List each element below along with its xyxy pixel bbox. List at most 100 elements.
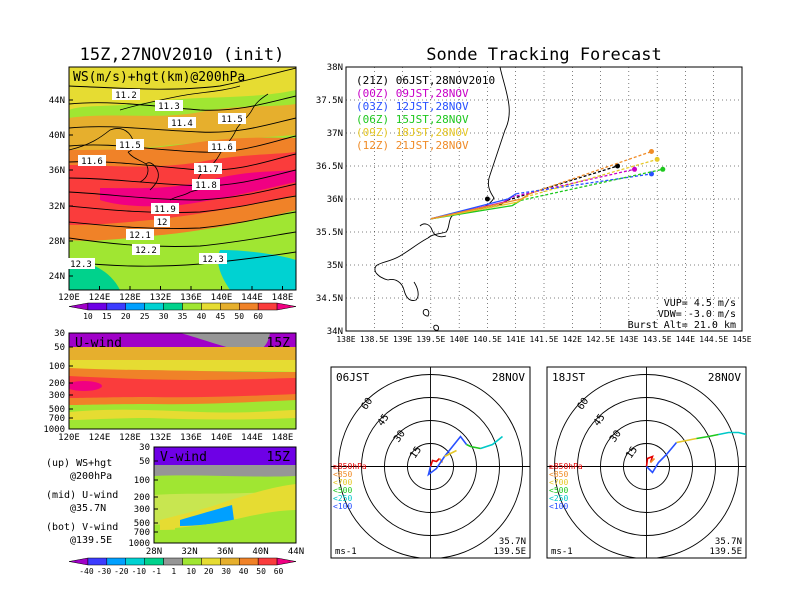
hodo-level: <500 [549,486,568,495]
ws-colorbar-label: 20 [121,312,131,321]
ws-colorbar-label: 30 [159,312,169,321]
hodo-coord: 139.5E [493,547,526,557]
u-lon-tick: 140E [211,433,233,443]
hodo-level: <250 [333,494,352,503]
track-lon-tick: 144.5E [699,335,728,344]
hodo-level: ≥850hPa [549,462,583,471]
ws-colorbar-label: 10 [83,312,93,321]
track-line [430,193,531,220]
track-info-line: Burst Alt= 21.0 km [628,320,736,331]
ws-colorbar-swatch [276,302,297,311]
hodo-trace [696,433,719,440]
u-pressure-tick: 100 [49,362,65,372]
ws-height-label: 11.3 [158,102,180,112]
ws-height-label: 11.9 [154,205,176,215]
ws-lon-tick: 124E [89,293,111,303]
track-lon-tick: 142E [563,335,582,344]
ws-lon-tick: 136E [180,293,202,303]
v-lat-tick: 40N [252,547,268,557]
hodo-trace [645,441,678,474]
hodo-trace [676,437,697,444]
track-grid [345,66,743,332]
ws-height-label: 11.4 [171,119,193,129]
ws-colorbar-swatch [125,302,145,311]
u-pressure-tick: 200 [49,379,65,389]
ws-lat-ticks: 44N 40N 36N 32N 28N 24N [49,96,73,282]
track-end-point [615,163,621,169]
track-lat-tick: 37N [327,129,343,139]
hodo-date: 28NOV [708,371,741,384]
ws-colorbar-swatch [220,302,240,311]
note-line: (bot) V-wind [46,522,118,533]
u-pressure-tick: 1000 [43,425,65,435]
hodo-level: <850 [549,470,568,479]
hodo-level: <100 [333,502,352,511]
ws-lon-tick: 140E [211,293,233,303]
track-lat-tick: 34.5N [316,294,343,304]
track-lon-tick: 138E [336,335,355,344]
ws-lat-tick: 32N [49,202,65,212]
hodo-time: 18JST [552,371,585,384]
wind-colorbar-label: 20 [204,567,214,576]
track-legend-item: (06Z) 15JST,28NOV [356,113,469,126]
track-legend-item: (21Z) 06JST,28NOV2010 [356,74,495,87]
hodo-trace [466,443,481,450]
v-lat-tick: 44N [288,547,304,557]
hodo-rings [331,367,530,558]
ws-lon-tick: 132E [150,293,172,303]
ws-colorbar-label: 35 [178,312,188,321]
wind-colorbar-label: 40 [239,567,249,576]
u-pressure-tick: 700 [49,414,65,424]
hodo-level: ≥850hPa [333,462,367,471]
wind-colorbar-label: 60 [274,567,284,576]
ws-lat-tick: 44N [49,96,65,106]
v-pressure-tick: 30 [139,443,150,453]
wind-colorbar-swatch [106,557,126,566]
ws-height-label: 11.7 [197,165,219,175]
ws-height-label: 11.5 [221,115,243,125]
v-pressure-tick: 300 [134,505,150,515]
ws-lon-ticks: 120E 124E 128E 132E 136E 140E 144E 148E [58,286,293,303]
u-lon-tick: 124E [89,433,111,443]
ws-height-label-bg [154,216,170,227]
ws-height-label-bg [199,253,227,264]
track-lat-tick: 35.5N [316,228,343,238]
wind-colorbar-label: 50 [256,567,266,576]
u-lon-tick: 136E [180,433,202,443]
u-wind-time: 15Z [267,336,291,351]
ws-height-label: 12.3 [202,255,224,265]
u-lon-ticks: 120E 124E 128E 132E 136E 140E 144E 148E [58,433,293,443]
track-lon-tick: 141.5E [530,335,559,344]
wind-colorbar-swatch [257,557,278,566]
wind-colorbar: -40 -30 -20 -10 -1 1 10 20 30 40 50 60 [68,557,297,576]
wind-colorbar-swatch [144,557,164,566]
track-lat-tick: 36N [327,195,343,205]
ws-height-label: 11.6 [211,143,233,153]
u-lon-tick: 148E [272,433,294,443]
ws-colorbar-swatch [68,302,89,311]
u-lon-tick: 128E [119,433,141,443]
track-lat-tick: 35N [327,261,343,271]
track-lon-tick: 141E [506,335,525,344]
track-lat-tick: 37.5N [316,96,343,106]
track-end-point [654,156,660,162]
ws-height-label-bg [155,100,183,111]
v-lat-tick: 32N [181,547,197,557]
ws-colorbar-label: 15 [102,312,112,321]
ws-height-label: 12 [157,218,168,228]
wind-colorbar-label: 1 [171,567,176,576]
track-descent-line [516,173,652,195]
right-title: Sonde Tracking Forecast [426,45,661,65]
hodo-coord: 139.5E [709,547,742,557]
hodo-coord: 35.7N [499,537,526,547]
track-descent-line [529,150,652,195]
hodo-time: 06JST [336,371,369,384]
ws-colorbar-swatch [87,302,108,311]
ws-height-label-bg [151,203,179,214]
v-lat-tick: 36N [217,547,233,557]
u-lon-tick: 120E [58,433,80,443]
hodo-trace [429,457,441,467]
